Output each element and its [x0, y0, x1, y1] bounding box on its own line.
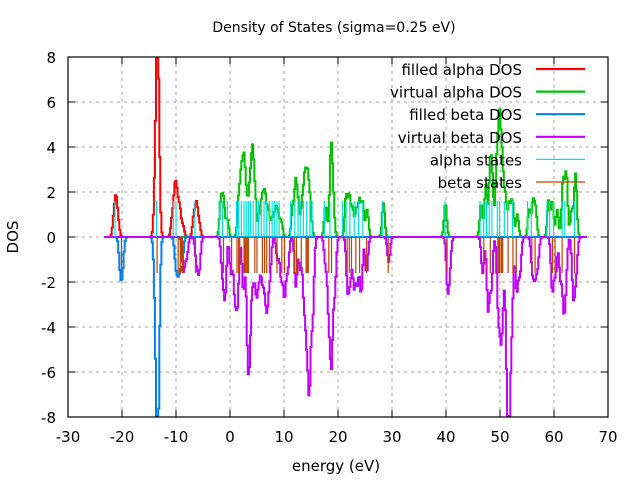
x-axis-label: energy (eV)	[292, 457, 380, 475]
y-tick-label: -2	[41, 274, 56, 292]
plot-area	[104, 57, 587, 417]
legend-label: virtual alpha DOS	[390, 84, 522, 102]
y-axis-label: DOS	[4, 221, 22, 254]
legend-label: filled beta DOS	[409, 106, 522, 124]
x-tick-label: 10	[274, 428, 293, 446]
legend: filled alpha DOS virtual alpha DOS filled …	[390, 61, 585, 192]
x-tick-label: -20	[110, 428, 135, 446]
x-tick-label: 20	[328, 428, 347, 446]
dos-line-virtual-alpha-DOS	[104, 108, 587, 238]
dos-line-virtual-beta-DOS	[104, 236, 587, 417]
y-tick-label: 0	[46, 229, 56, 247]
legend-label: virtual beta DOS	[398, 129, 522, 147]
x-tick-label: 50	[490, 428, 509, 446]
x-tick-label: 60	[544, 428, 563, 446]
legend-label: alpha states	[430, 151, 522, 169]
y-tick-label: 4	[46, 139, 56, 157]
chart-title: Density of States (sigma=0.25 eV)	[212, 20, 455, 36]
y-tick-label: -8	[41, 409, 56, 427]
y-tick-label: -4	[41, 319, 56, 337]
y-tick-label: 8	[46, 49, 56, 67]
x-tick-label: 40	[436, 428, 455, 446]
y-tick-label: 6	[46, 94, 56, 112]
legend-label: filled alpha DOS	[401, 61, 522, 79]
x-tick-label: 70	[598, 428, 617, 446]
x-tick-label: -30	[56, 428, 81, 446]
x-tick-label: -10	[164, 428, 189, 446]
y-tick-label: 2	[46, 184, 56, 202]
legend-label: beta states	[438, 174, 523, 192]
x-tick-label: 30	[382, 428, 401, 446]
y-tick-label: -6	[41, 364, 56, 382]
x-tick-label: 0	[225, 428, 235, 446]
